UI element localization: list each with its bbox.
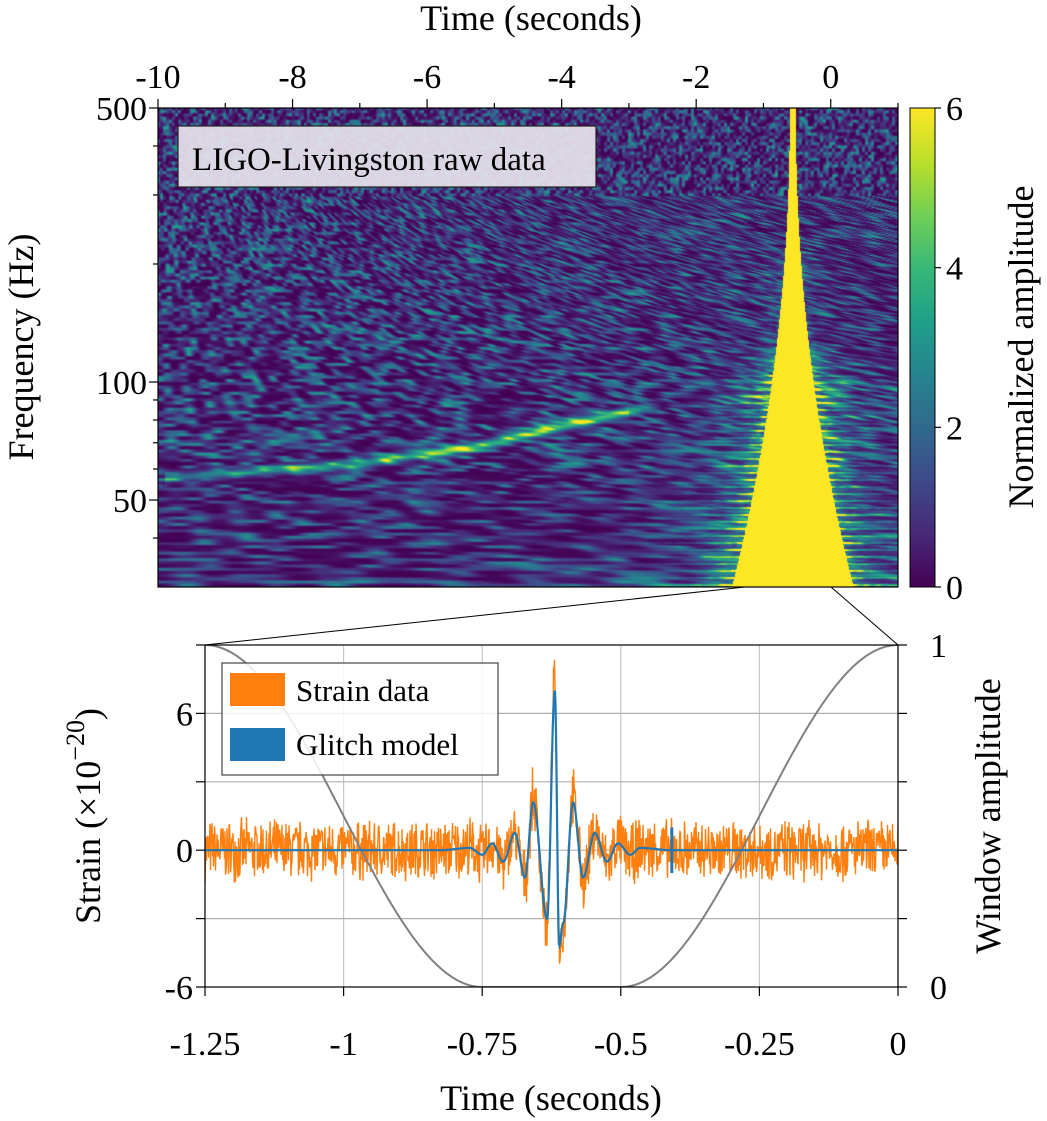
y-tick-label: 100 <box>96 365 147 402</box>
colorbar-tick-label: 6 <box>946 91 963 128</box>
zoom-connector-left <box>204 586 746 646</box>
colorbar-tick-label: 4 <box>946 251 963 288</box>
y2-tick-label: 1 <box>930 628 947 665</box>
x-tick-label: -0.5 <box>594 1026 648 1063</box>
top-y-axis-label: Frequency (Hz) <box>1 234 41 461</box>
y-tick-label: 0 <box>176 833 193 870</box>
legend: Strain data Glitch model <box>221 662 499 776</box>
ylabel-exponent: −20 <box>61 720 90 761</box>
annotation-label: LIGO-Livingston raw data <box>192 142 546 178</box>
colorbar-ticks: 0 2 4 6 <box>935 91 963 607</box>
bottom-y-axis-label: Strain (×10−20) <box>61 708 108 924</box>
x-tick-label: -6 <box>413 59 441 96</box>
y-tick-label: 6 <box>176 696 193 733</box>
x-tick-label: -0.25 <box>724 1026 795 1063</box>
y2-tick-label: 0 <box>930 970 947 1007</box>
x-tick-label: -10 <box>135 59 180 96</box>
colorbar-label: Normalized amplitude <box>1001 186 1041 509</box>
spectrogram-heatmap <box>158 108 898 587</box>
legend-label-glitch: Glitch model <box>296 727 459 762</box>
colorbar-tick-label: 2 <box>946 410 963 447</box>
ylabel-tail: ) <box>68 708 108 720</box>
x-tick-label: -8 <box>278 59 306 96</box>
bottom-axes: -1.25 -1 -0.75 -0.5 -0.25 0 6 0 -6 1 0 <box>165 628 947 1063</box>
x-tick-label: -1 <box>329 1026 357 1063</box>
legend-swatch-glitch <box>230 728 285 761</box>
ylabel-main: Strain (×10 <box>68 761 108 924</box>
bottom-y2-axis-label: Window amplitude <box>968 678 1008 954</box>
colorbar <box>909 107 936 588</box>
zoom-connector-right <box>830 586 899 646</box>
top-x-axis-label: Time (seconds) <box>420 0 642 38</box>
bottom-x-axis-label: Time (seconds) <box>440 1078 662 1118</box>
x-tick-label: 0 <box>890 1026 907 1063</box>
x-tick-label: 0 <box>822 59 839 96</box>
y-tick-label: 500 <box>96 91 147 128</box>
x-tick-label: -2 <box>682 59 710 96</box>
annotation-box <box>177 125 597 188</box>
legend-swatch-strain <box>230 673 285 706</box>
colorbar-tick-label: 0 <box>946 570 963 607</box>
y-tick-label: 50 <box>113 483 147 520</box>
legend-label-strain: Strain data <box>296 673 430 708</box>
glitch-model-line <box>205 690 898 950</box>
y-tick-label: -6 <box>165 970 193 1007</box>
x-tick-label: -0.75 <box>447 1026 518 1063</box>
strain-plot-frame <box>204 644 899 988</box>
spectrogram-frame <box>157 107 899 588</box>
top-axes: -10 -8 -6 -4 -2 0 500 100 50 <box>96 59 899 539</box>
x-tick-label: -1.25 <box>170 1026 241 1063</box>
x-tick-label: -4 <box>547 59 575 96</box>
